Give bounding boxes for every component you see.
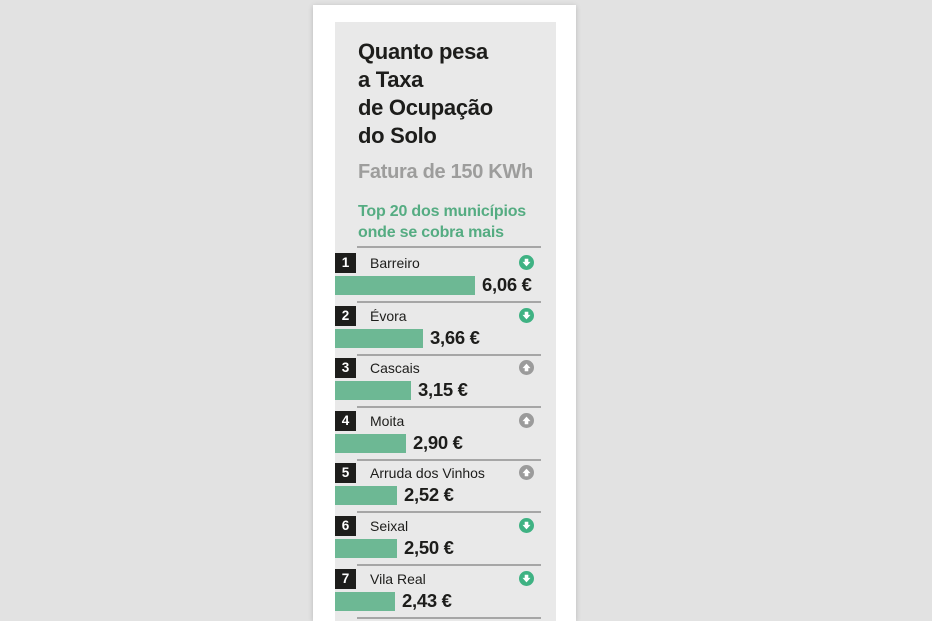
chart-title-line: de Ocupação bbox=[358, 95, 493, 120]
trend-up-icon bbox=[519, 360, 534, 375]
ranking-row: 6 Seixal 2,50 € bbox=[335, 516, 556, 569]
value-label: 6,06 € bbox=[482, 274, 532, 295]
rank-badge: 5 bbox=[335, 463, 356, 483]
value-bar bbox=[335, 276, 475, 295]
value-bar bbox=[335, 486, 397, 505]
trend-down-icon bbox=[519, 308, 534, 323]
value-label: 3,66 € bbox=[430, 327, 480, 348]
row-divider bbox=[357, 354, 541, 356]
ranking-row: 2 Évora 3,66 € bbox=[335, 306, 556, 359]
value-label: 2,52 € bbox=[404, 484, 454, 505]
row-divider bbox=[357, 511, 541, 513]
trend-down-icon bbox=[519, 571, 534, 586]
value-label: 2,43 € bbox=[402, 590, 452, 611]
trend-down-icon bbox=[519, 518, 534, 533]
ranking-row: 4 Moita 2,90 € bbox=[335, 411, 556, 464]
municipality-name: Vila Real bbox=[370, 571, 426, 587]
trend-down-icon bbox=[519, 255, 534, 270]
value-label: 3,15 € bbox=[418, 379, 468, 400]
trend-up-icon bbox=[519, 413, 534, 428]
ranking-row: 7 Vila Real 2,43 € bbox=[335, 569, 556, 621]
row-divider bbox=[357, 406, 541, 408]
article-card: Quanto pesa a Taxa de Ocupação do Solo F… bbox=[313, 5, 576, 621]
value-bar bbox=[335, 381, 411, 400]
ranking-row: 5 Arruda dos Vinhos 2,52 € bbox=[335, 463, 556, 516]
municipality-name: Barreiro bbox=[370, 255, 420, 271]
list-top-divider bbox=[357, 246, 541, 248]
chart-title-line: do Solo bbox=[358, 123, 437, 148]
rank-badge: 3 bbox=[335, 358, 356, 378]
row-divider bbox=[357, 564, 541, 566]
ranking-row: 1 Barreiro 6,06 € bbox=[335, 253, 556, 306]
chart-note: Top 20 dos municípios onde se cobra mais bbox=[358, 201, 556, 243]
row-divider bbox=[357, 459, 541, 461]
rank-badge: 7 bbox=[335, 569, 356, 589]
value-label: 2,50 € bbox=[404, 537, 454, 558]
trend-up-icon bbox=[519, 465, 534, 480]
rank-badge: 6 bbox=[335, 516, 356, 536]
rank-badge: 4 bbox=[335, 411, 356, 431]
ranking-list: 1 Barreiro 6,06 € 2 Évora 3,66 € 3 Casca… bbox=[335, 246, 556, 621]
municipality-name: Arruda dos Vinhos bbox=[370, 465, 485, 481]
ranking-row: 3 Cascais 3,15 € bbox=[335, 358, 556, 411]
chart-title-line: a Taxa bbox=[358, 67, 424, 92]
rank-badge: 2 bbox=[335, 306, 356, 326]
chart-note-line: onde se cobra mais bbox=[358, 224, 504, 241]
chart-subtitle: Fatura de 150 KWh bbox=[358, 161, 533, 183]
rank-badge: 1 bbox=[335, 253, 356, 273]
municipality-name: Cascais bbox=[370, 360, 420, 376]
municipality-name: Moita bbox=[370, 413, 405, 429]
value-bar bbox=[335, 434, 406, 453]
chart-title-line: Quanto pesa bbox=[358, 39, 488, 64]
chart-note-line: Top 20 dos municípios bbox=[358, 203, 526, 220]
municipality-name: Seixal bbox=[370, 518, 409, 534]
chart-title: Quanto pesa a Taxa de Ocupação do Solo bbox=[358, 38, 556, 150]
value-bar bbox=[335, 539, 397, 558]
infographic-panel: Quanto pesa a Taxa de Ocupação do Solo F… bbox=[335, 22, 556, 621]
value-bar bbox=[335, 329, 423, 348]
row-divider bbox=[357, 617, 541, 619]
value-label: 2,90 € bbox=[413, 432, 463, 453]
row-divider bbox=[357, 301, 541, 303]
value-bar bbox=[335, 592, 395, 611]
municipality-name: Évora bbox=[370, 308, 407, 324]
